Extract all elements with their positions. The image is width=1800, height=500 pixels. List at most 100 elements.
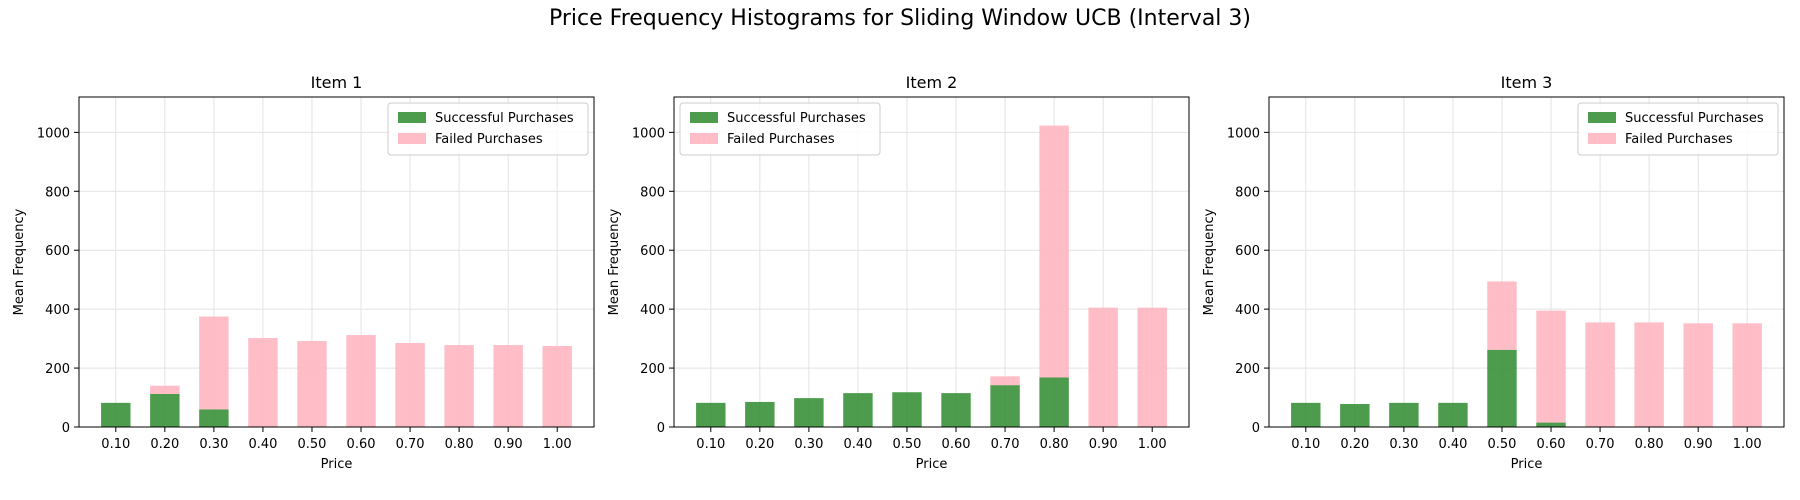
bar-successful-0.60 (1536, 422, 1566, 427)
bar-failed-0.90 (1088, 307, 1118, 427)
y-tick-label: 800 (45, 185, 70, 200)
chart-panel-2: 0.10 0.20 0.30 0.40 0.50 0.60 0.70 0.80 0.90 1.00… (607, 73, 1190, 472)
bar-failed-0.50 (297, 340, 327, 427)
legend-swatch-failed (398, 133, 426, 144)
y-tick-label: 1000 (1227, 126, 1260, 141)
bar-failed-0.80 (1634, 322, 1664, 427)
x-tick-label: 0.70 (991, 437, 1020, 452)
y-tick-label: 400 (1235, 303, 1260, 318)
legend: Successful Purchases Failed Purchases (679, 102, 881, 156)
x-tick-label: 0.20 (1340, 437, 1369, 452)
chart-title: Item 3 (1501, 73, 1553, 92)
y-tick-label: 200 (1235, 362, 1260, 377)
y-tick-label: 800 (1235, 185, 1260, 200)
legend-box (679, 102, 881, 156)
x-axis-label: Price (321, 457, 353, 472)
legend-label: Successful Purchases (435, 111, 574, 126)
bar-failed-0.70 (990, 376, 1020, 386)
legend-label: Failed Purchases (435, 132, 543, 147)
x-tick-label: 1.00 (1733, 437, 1762, 452)
y-tick-label: 0 (1252, 421, 1260, 436)
legend-label: Successful Purchases (1625, 111, 1764, 126)
bar-successful-0.20 (745, 401, 775, 427)
y-axis-label: Mean Frequency (12, 208, 27, 315)
chart-title: Item 2 (906, 73, 958, 92)
bar-successful-0.50 (892, 392, 922, 427)
chart-panel-1: 0.10 0.20 0.30 0.40 0.50 0.60 0.70 0.80 0.90 1.00… (12, 73, 595, 472)
x-tick-label: 0.50 (892, 437, 921, 452)
bar-successful-0.10 (101, 402, 131, 427)
y-tick-label: 1000 (37, 126, 70, 141)
x-tick-label: 1.00 (543, 437, 572, 452)
bar-failed-0.80 (444, 345, 474, 427)
bar-successful-0.40 (1438, 402, 1468, 427)
plot-frame (673, 96, 1190, 428)
x-tick-label: 1.00 (1138, 437, 1167, 452)
x-axis-label: Price (1511, 457, 1543, 472)
y-tick-label: 600 (640, 244, 665, 259)
x-tick-label: 0.60 (942, 437, 971, 452)
legend: Successful Purchases Failed Purchases (387, 102, 589, 156)
plot-frame (78, 96, 595, 428)
bar-failed-0.30 (199, 316, 229, 410)
y-axis-label: Mean Frequency (607, 208, 622, 315)
x-tick-label: 0.50 (1487, 437, 1516, 452)
y-tick-label: 1000 (632, 126, 665, 141)
bar-successful-0.70 (990, 385, 1020, 427)
y-tick-label: 800 (640, 185, 665, 200)
x-tick-label: 0.80 (1635, 437, 1664, 452)
bar-failed-1.00 (542, 345, 572, 427)
y-axis-label: Mean Frequency (1202, 208, 1217, 315)
y-tick-label: 600 (45, 244, 70, 259)
x-tick-label: 0.10 (101, 437, 130, 452)
x-tick-label: 0.90 (1684, 437, 1713, 452)
bar-failed-0.60 (1536, 310, 1566, 423)
x-tick-label: 0.70 (1586, 437, 1615, 452)
bar-successful-0.30 (1389, 402, 1419, 427)
y-tick-label: 200 (45, 362, 70, 377)
legend-swatch-successful (690, 112, 718, 123)
bar-failed-1.00 (1732, 323, 1762, 427)
chart-title: Item 1 (311, 73, 363, 92)
bar-successful-0.10 (696, 402, 726, 427)
figure-title: Price Frequency Histograms for Sliding W… (549, 6, 1251, 31)
legend-label: Failed Purchases (1625, 132, 1733, 147)
x-tick-label: 0.10 (696, 437, 725, 452)
bar-successful-0.10 (1291, 402, 1321, 427)
bar-failed-0.90 (493, 345, 523, 427)
bar-failed-0.70 (1585, 322, 1615, 427)
bar-failed-0.50 (1487, 281, 1517, 350)
bar-failed-1.00 (1137, 307, 1167, 427)
y-tick-label: 600 (1235, 244, 1260, 259)
bar-failed-0.60 (346, 335, 376, 427)
chart-panel-3: 0.10 0.20 0.30 0.40 0.50 0.60 0.70 0.80 0.90 1.00… (1202, 73, 1785, 472)
x-tick-label: 0.30 (199, 437, 228, 452)
x-axis-label: Price (916, 457, 948, 472)
bar-successful-0.30 (794, 398, 824, 427)
x-tick-label: 0.30 (794, 437, 823, 452)
legend: Successful Purchases Failed Purchases (1577, 102, 1779, 156)
y-tick-label: 200 (640, 362, 665, 377)
bar-failed-0.70 (395, 343, 425, 427)
bar-successful-0.30 (199, 409, 229, 427)
legend-label: Successful Purchases (727, 111, 866, 126)
legend-box (387, 102, 589, 156)
x-tick-label: 0.10 (1291, 437, 1320, 452)
legend-swatch-successful (398, 112, 426, 123)
x-tick-label: 0.40 (1438, 437, 1467, 452)
bar-successful-0.80 (1039, 377, 1069, 427)
x-tick-label: 0.80 (1040, 437, 1069, 452)
plot-frame (1268, 96, 1785, 428)
x-tick-label: 0.30 (1389, 437, 1418, 452)
legend-swatch-successful (1588, 112, 1616, 123)
x-tick-label: 0.80 (445, 437, 474, 452)
y-tick-label: 400 (640, 303, 665, 318)
bar-successful-0.40 (843, 393, 873, 427)
bar-successful-0.50 (1487, 349, 1517, 427)
y-tick-label: 400 (45, 303, 70, 318)
y-tick-label: 0 (62, 421, 70, 436)
x-tick-label: 0.70 (396, 437, 425, 452)
legend-swatch-failed (690, 133, 718, 144)
x-tick-label: 0.90 (494, 437, 523, 452)
